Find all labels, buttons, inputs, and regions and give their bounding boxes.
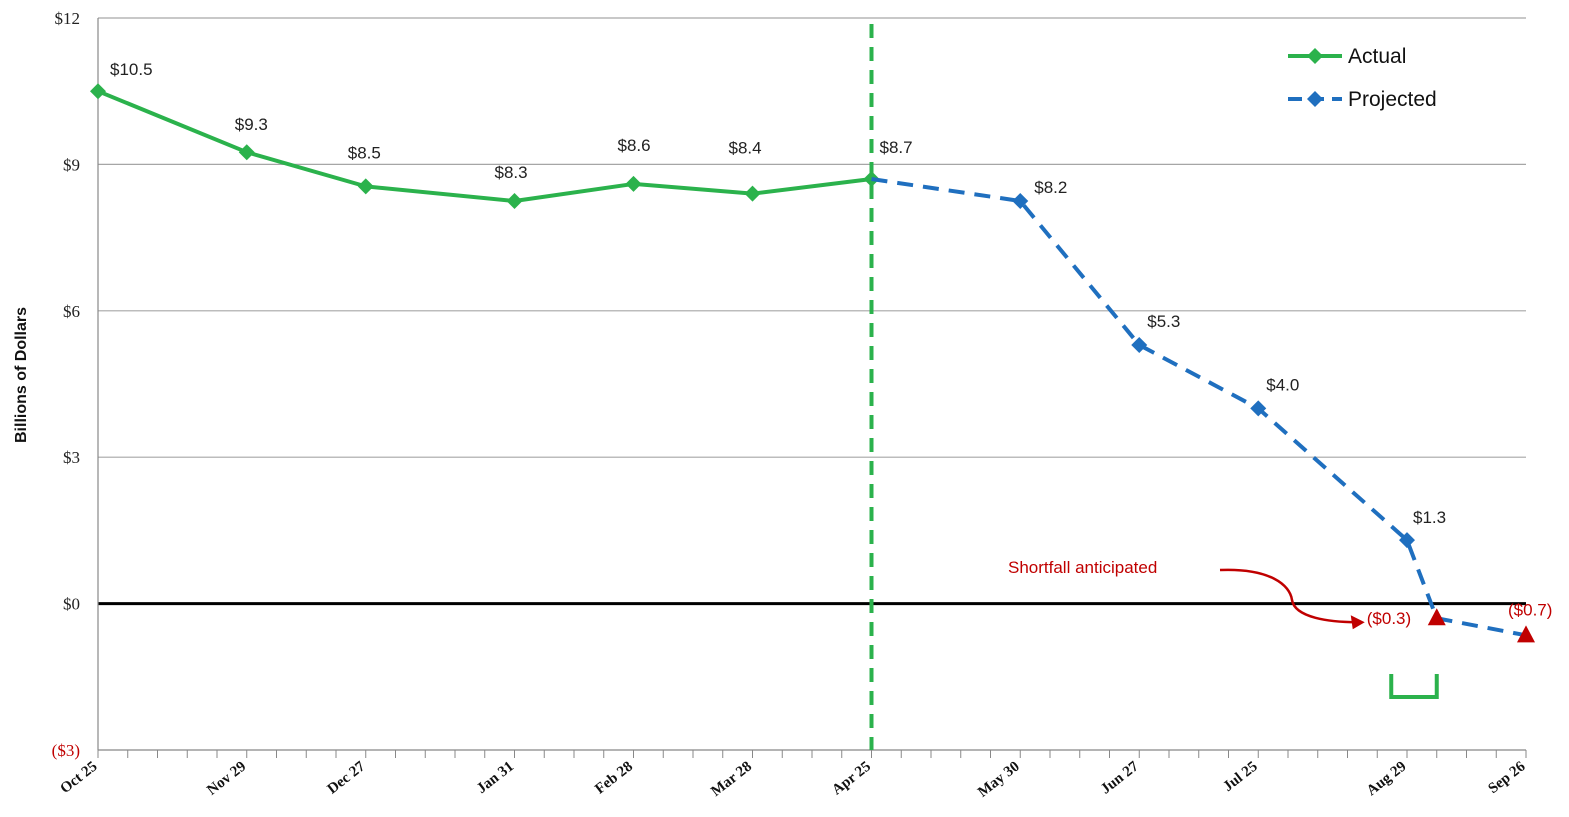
actual-point: [506, 193, 523, 209]
x-axis: Oct 25 Nov 29 Dec 27 Jan 31 Feb 28 Mar 28 Apr …: [57, 749, 1529, 801]
y-tick-label: $6: [63, 302, 80, 321]
series-lines: [90, 83, 1535, 643]
projected-data-label: $1.3: [1413, 508, 1446, 527]
actual-point: [90, 83, 106, 100]
actual-point: [357, 178, 374, 195]
data-labels: $10.5 $9.3 $8.5 $8.3 $8.6 $8.4 $8.7 $8.2 $5.3 $4.…: [110, 60, 1552, 628]
actual-point: [625, 175, 642, 192]
legend-label-actual: Actual: [1348, 45, 1406, 68]
actual-data-label: $8.5: [348, 143, 381, 162]
x-tick-label: Nov 29: [204, 759, 249, 799]
actual-data-label: $8.7: [880, 138, 913, 157]
actual-data-label: $8.6: [618, 136, 651, 155]
y-tick-label: $0: [63, 595, 80, 614]
x-tick-label: Jan 31: [474, 759, 517, 798]
x-tick-label: Apr 25: [829, 759, 874, 799]
annotation-text: Shortfall anticipated: [1008, 558, 1157, 577]
actual-point: [238, 144, 255, 161]
projected-point: [1012, 193, 1029, 209]
x-tick-label: May 30: [975, 759, 1023, 801]
actual-data-label: $9.3: [235, 115, 268, 134]
projected-point: [1131, 336, 1148, 353]
projected-data-label: $4.0: [1266, 375, 1299, 394]
legend-marker-actual: [1307, 48, 1323, 64]
y-axis-label: Billions of Dollars: [13, 307, 30, 443]
projected-line: [871, 177, 1527, 638]
shortfall-bracket: [1389, 674, 1439, 699]
projected-point: [1399, 532, 1415, 549]
x-tick-label: Jul 25: [1220, 759, 1260, 795]
projected-point: [1250, 400, 1267, 417]
actual-data-label: $8.4: [729, 139, 762, 158]
projected-point-triangle: [1517, 625, 1535, 643]
x-tick-label: Dec 27: [325, 758, 369, 797]
projected-data-label: $5.3: [1147, 312, 1180, 331]
actual-point: [744, 185, 761, 202]
projected-point-triangle: [1427, 608, 1446, 626]
x-tick-label: Mar 28: [708, 759, 755, 800]
y-tick-label: $9: [63, 155, 80, 174]
x-tick-label: Sep 26: [1485, 758, 1528, 797]
legend-marker-projected: [1307, 91, 1323, 107]
actual-data-label: $8.3: [495, 163, 528, 182]
legend-label-projected: Projected: [1348, 88, 1437, 111]
y-tick-label: ($3): [52, 741, 80, 760]
x-tick-label: Jun 27: [1098, 758, 1142, 797]
x-tick-label: Aug 29: [1364, 759, 1410, 800]
shortfall-annotation: Shortfall anticipated: [1008, 558, 1439, 699]
y-axis-ticks: $12 $9 $6 $3 $0 ($3): [52, 9, 80, 760]
actual-data-label: $10.5: [110, 60, 153, 79]
y-tick-label: $3: [63, 448, 80, 467]
projected-data-label: $8.2: [1034, 178, 1067, 197]
annotation-arrow: [1219, 568, 1357, 624]
annotation-arrowhead: [1350, 615, 1365, 630]
x-tick-label: Feb 28: [592, 759, 636, 798]
projected-data-label: ($0.7): [1508, 600, 1552, 619]
x-tick-label: Oct 25: [57, 759, 100, 798]
y-tick-label: $12: [55, 9, 81, 28]
legend: Actual Projected: [1288, 45, 1437, 111]
projected-data-label: ($0.3): [1367, 609, 1411, 628]
grid: [97, 17, 1526, 750]
